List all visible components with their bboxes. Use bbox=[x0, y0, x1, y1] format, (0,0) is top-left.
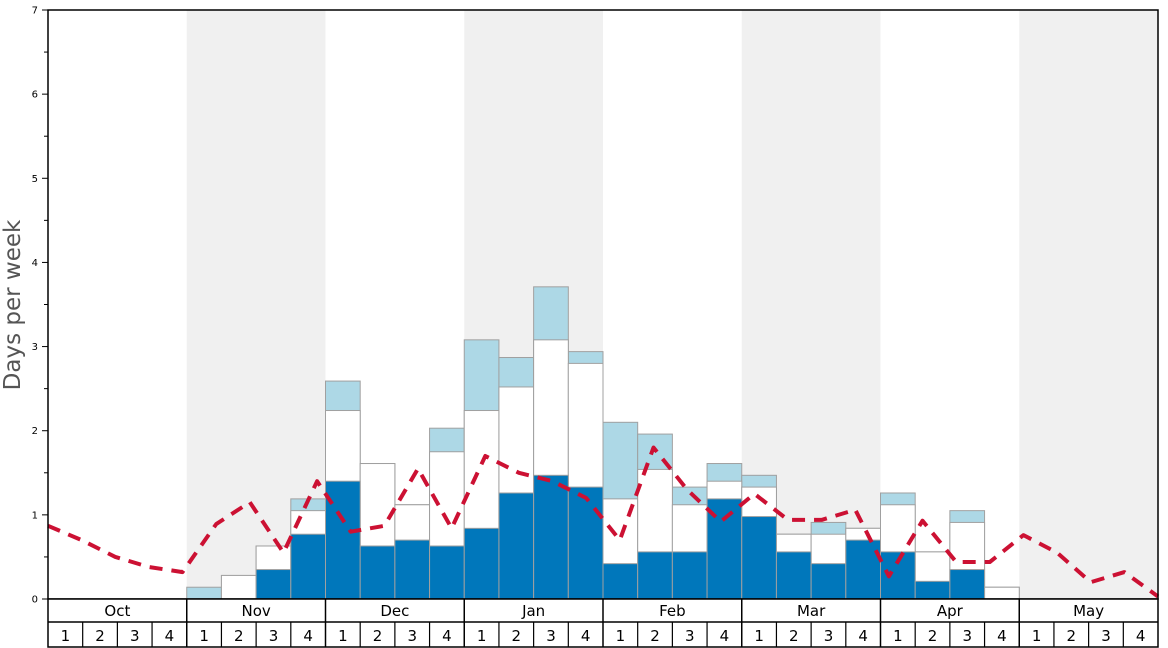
month-label-mar: Mar bbox=[797, 602, 826, 620]
week-label: 3 bbox=[130, 627, 140, 645]
bar-top bbox=[186, 586, 222, 600]
week-label: 3 bbox=[407, 627, 417, 645]
y-tick-label: 1 bbox=[32, 510, 38, 521]
bar-bottom bbox=[567, 486, 604, 600]
week-label: 1 bbox=[1032, 627, 1042, 645]
bar-bottom bbox=[290, 533, 326, 600]
week-label: 1 bbox=[893, 627, 903, 645]
week-label: 4 bbox=[858, 627, 868, 645]
bar-bottom bbox=[602, 563, 639, 600]
week-label: 3 bbox=[1101, 627, 1111, 645]
week-label: 2 bbox=[373, 627, 383, 645]
week-label: 3 bbox=[685, 627, 695, 645]
week-label: 2 bbox=[95, 627, 105, 645]
bar-bottom bbox=[775, 551, 812, 600]
week-label: 4 bbox=[997, 627, 1007, 645]
bar-bottom bbox=[845, 539, 881, 600]
bar-bottom bbox=[394, 539, 431, 600]
bar-middle bbox=[984, 586, 1020, 600]
week-label: 2 bbox=[650, 627, 660, 645]
bar-bottom bbox=[741, 516, 777, 600]
week-label: 1 bbox=[616, 627, 626, 645]
x-axis-table: Oct 1 2 3 4 Nov 1 2 3 4 Dec 1 2 3 4 Jan 1 2 3 4 Feb 1 2 3 4 Mar 1 2… bbox=[47, 598, 1159, 648]
week-label: 3 bbox=[962, 627, 972, 645]
y-tick-label: 3 bbox=[32, 342, 38, 353]
week-label: 3 bbox=[269, 627, 279, 645]
week-label: 1 bbox=[477, 627, 487, 645]
week-label: 1 bbox=[61, 627, 71, 645]
week-label: 4 bbox=[442, 627, 452, 645]
month-label-oct: Oct bbox=[104, 602, 130, 620]
week-label: 3 bbox=[546, 627, 556, 645]
bar-bottom bbox=[255, 569, 292, 600]
week-label: 1 bbox=[754, 627, 764, 645]
week-label: 2 bbox=[1067, 627, 1077, 645]
bar-bottom bbox=[671, 551, 708, 600]
y-tick-label: 6 bbox=[32, 90, 38, 101]
y-tick-label: 5 bbox=[32, 174, 38, 185]
month-label-jan: Jan bbox=[521, 602, 545, 620]
y-tick-label: 7 bbox=[32, 6, 38, 17]
bar-middle bbox=[220, 574, 257, 600]
week-label: 4 bbox=[1136, 627, 1146, 645]
month-label-dec: Dec bbox=[380, 602, 409, 620]
bar-bottom bbox=[359, 545, 396, 600]
bar-bottom bbox=[533, 474, 569, 600]
y-tick-label: 0 bbox=[32, 595, 38, 606]
week-label: 2 bbox=[928, 627, 938, 645]
month-label-nov: Nov bbox=[241, 602, 270, 620]
week-label: 4 bbox=[303, 627, 313, 645]
bars bbox=[186, 286, 1020, 600]
week-label: 4 bbox=[720, 627, 730, 645]
month-label-may: May bbox=[1073, 602, 1104, 620]
bar-bottom bbox=[637, 551, 673, 600]
series-line bbox=[47, 445, 1160, 599]
week-label: 2 bbox=[789, 627, 799, 645]
y-axis-label: Days per week bbox=[0, 219, 26, 390]
bar-bottom bbox=[429, 545, 465, 600]
week-label: 3 bbox=[824, 627, 834, 645]
y-axis: 0 1 2 3 4 5 6 7 bbox=[32, 6, 48, 606]
bar-bottom bbox=[498, 492, 535, 600]
week-label: 1 bbox=[199, 627, 209, 645]
month-label-feb: Feb bbox=[659, 602, 686, 620]
week-label: 2 bbox=[512, 627, 522, 645]
bar-bottom bbox=[810, 563, 847, 600]
bar-bottom bbox=[463, 527, 500, 600]
bar-bottom bbox=[949, 569, 986, 600]
week-label: 2 bbox=[234, 627, 244, 645]
y-tick-label: 2 bbox=[32, 426, 38, 437]
bar-bottom bbox=[914, 580, 951, 600]
month-shade-may bbox=[1019, 10, 1158, 599]
week-label: 4 bbox=[165, 627, 175, 645]
week-label: 4 bbox=[581, 627, 591, 645]
month-label-apr: Apr bbox=[937, 602, 964, 620]
week-label: 1 bbox=[338, 627, 348, 645]
y-tick-label: 4 bbox=[32, 258, 38, 269]
